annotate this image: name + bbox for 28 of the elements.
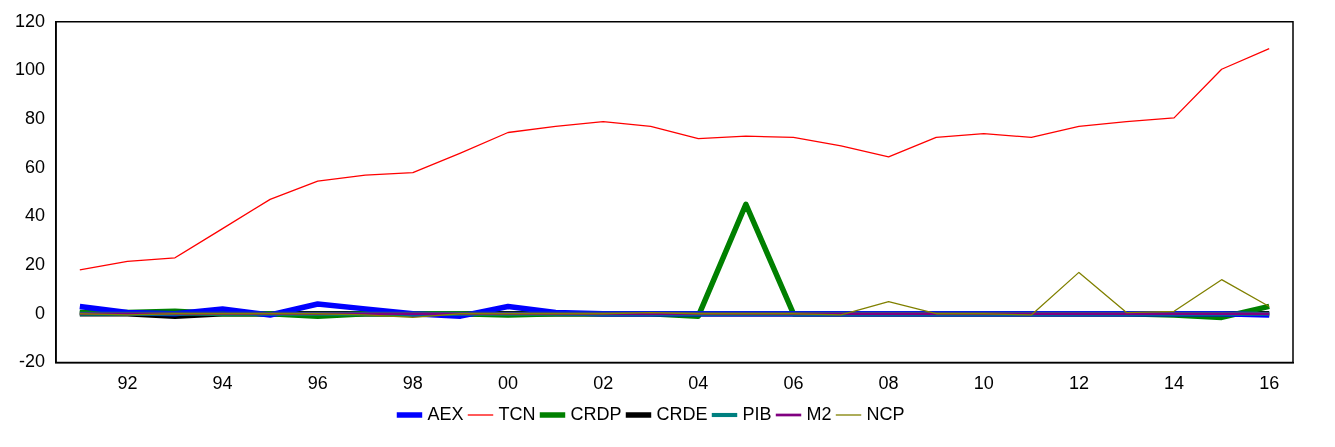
x-tick-label: 06 (783, 373, 804, 394)
x-tick-label: 08 (878, 373, 899, 394)
y-tick-label: 80 (25, 108, 46, 129)
y-tick-label: 120 (14, 10, 46, 31)
legend-label: AEX (427, 403, 464, 424)
legend-label: M2 (806, 403, 832, 424)
x-tick-label: 98 (402, 373, 423, 394)
x-tick-label: 16 (1259, 373, 1280, 394)
x-tick-label: 10 (973, 373, 994, 394)
legend-label: CRDP (570, 403, 622, 424)
legend-label: TCN (498, 403, 536, 424)
x-tick-label: 00 (497, 373, 519, 394)
x-tick-label: 92 (117, 373, 138, 394)
x-tick-label: 12 (1068, 373, 1089, 394)
legend-label: CRDE (656, 403, 708, 424)
y-tick-label: 100 (14, 59, 46, 80)
x-tick-label: 14 (1164, 373, 1185, 394)
x-tick-label: 94 (212, 373, 233, 394)
y-tick-label: 60 (25, 156, 46, 177)
x-tick-label: 96 (307, 373, 328, 394)
y-tick-label: -20 (19, 351, 46, 372)
legend-label: NCP (866, 403, 905, 424)
x-tick-label: 02 (593, 373, 614, 394)
y-tick-label: 40 (25, 205, 46, 226)
y-tick-label: 20 (25, 254, 46, 275)
legend-label: PIB (742, 403, 772, 424)
x-tick-label: 04 (688, 373, 709, 394)
y-tick-label: 0 (35, 302, 46, 323)
